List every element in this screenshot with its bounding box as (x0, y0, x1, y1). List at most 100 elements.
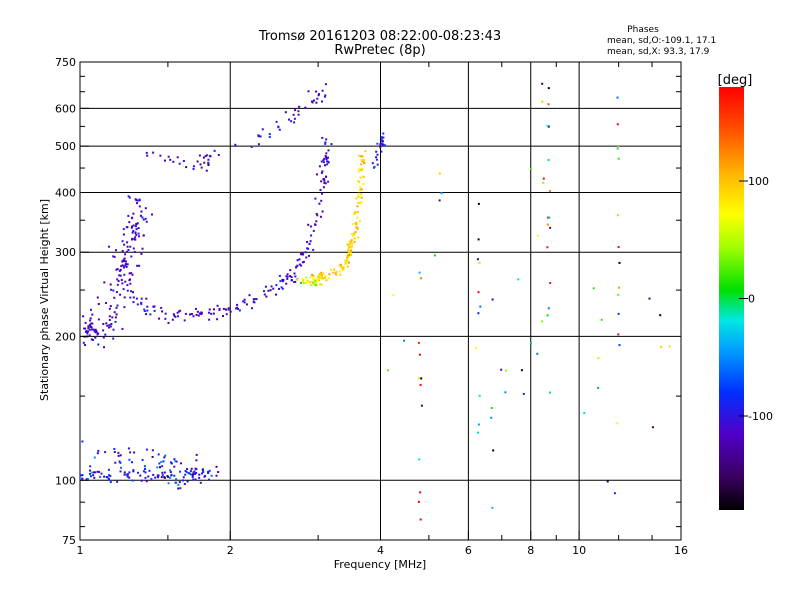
echo-point (326, 160, 328, 163)
echo-point (109, 283, 112, 286)
echo-point (529, 167, 532, 170)
echo-point (127, 249, 130, 251)
echo-point (89, 317, 92, 320)
echo-point (379, 143, 382, 146)
echo-point (357, 170, 360, 173)
echo-point (616, 147, 619, 150)
echo-point (128, 458, 131, 461)
echo-point (354, 231, 357, 234)
echo-point (190, 467, 193, 470)
echo-point (90, 326, 93, 329)
echo-point (123, 473, 126, 476)
echo-point (376, 142, 379, 145)
echo-point (111, 316, 114, 319)
echo-point (108, 324, 111, 327)
echo-point (307, 90, 310, 93)
echo-point (146, 305, 149, 308)
echo-point (216, 318, 219, 321)
echo-point (500, 368, 503, 371)
echo-point (140, 210, 143, 213)
echo-point (173, 314, 176, 317)
echo-point (321, 192, 324, 195)
echo-point (114, 461, 117, 464)
echo-point (360, 159, 363, 161)
echo-point (132, 470, 135, 473)
echo-point (134, 238, 137, 241)
echo-point (127, 447, 130, 450)
echo-point (477, 291, 480, 294)
echo-point (417, 500, 420, 503)
echo-point (350, 239, 353, 242)
echo-point (126, 241, 129, 244)
echo-point (121, 282, 124, 285)
echo-point (379, 146, 382, 149)
echo-point (90, 328, 93, 331)
echo-point (174, 460, 177, 463)
echo-point (213, 308, 215, 311)
echo-point (281, 287, 284, 290)
echo-point (93, 456, 96, 459)
echo-point (278, 128, 281, 131)
echo-point (358, 196, 361, 199)
echo-point (350, 240, 353, 243)
echo-point (275, 293, 277, 296)
echo-point (286, 275, 289, 278)
echo-point (294, 109, 297, 112)
echo-point (212, 312, 215, 315)
echo-point (208, 311, 210, 314)
echo-point (133, 250, 136, 253)
echo-point (547, 159, 550, 161)
echo-point (360, 201, 363, 203)
echo-point (86, 332, 89, 335)
echo-point (347, 261, 350, 264)
echo-point (324, 164, 326, 167)
echo-point (236, 303, 239, 306)
echo-point (208, 469, 211, 472)
echo-point (132, 301, 135, 304)
echo-point (184, 312, 187, 315)
echo-point (151, 456, 154, 458)
echo-point (173, 458, 176, 461)
echo-point (107, 478, 110, 481)
echo-point (134, 236, 137, 239)
echo-point (225, 308, 227, 311)
echo-point (140, 301, 143, 304)
echo-point (617, 312, 620, 315)
echo-point (348, 253, 351, 256)
echo-point (530, 342, 532, 345)
echo-point (420, 377, 423, 380)
echo-point (376, 163, 379, 166)
echo-point (137, 471, 139, 474)
echo-point (191, 476, 194, 479)
echo-point (312, 274, 315, 277)
echo-point (304, 282, 307, 285)
echo-point (350, 254, 353, 256)
echo-point (275, 120, 278, 123)
echo-point (353, 232, 355, 235)
x-tick-label: 2 (227, 544, 234, 557)
echo-point (135, 228, 138, 231)
echo-point (121, 264, 124, 267)
echo-point (182, 160, 185, 162)
echo-point (668, 345, 671, 348)
echo-point (133, 451, 136, 454)
echo-point (126, 250, 129, 253)
echo-point (124, 260, 127, 263)
echo-point (403, 339, 406, 342)
chart-title-line2: RwPretec (8p) (334, 43, 425, 58)
echo-point (186, 468, 189, 470)
echo-point (310, 234, 313, 237)
echo-point (114, 316, 117, 319)
echo-point (105, 476, 108, 478)
echo-point (548, 391, 551, 394)
echo-point (123, 260, 126, 262)
echo-point (116, 283, 119, 286)
echo-point (94, 328, 97, 331)
echo-point (330, 268, 332, 271)
echo-point (320, 171, 323, 174)
echo-point (346, 243, 349, 246)
echo-point (222, 307, 225, 310)
echo-point (229, 310, 232, 313)
echo-point (145, 220, 148, 223)
echo-point (86, 478, 89, 480)
